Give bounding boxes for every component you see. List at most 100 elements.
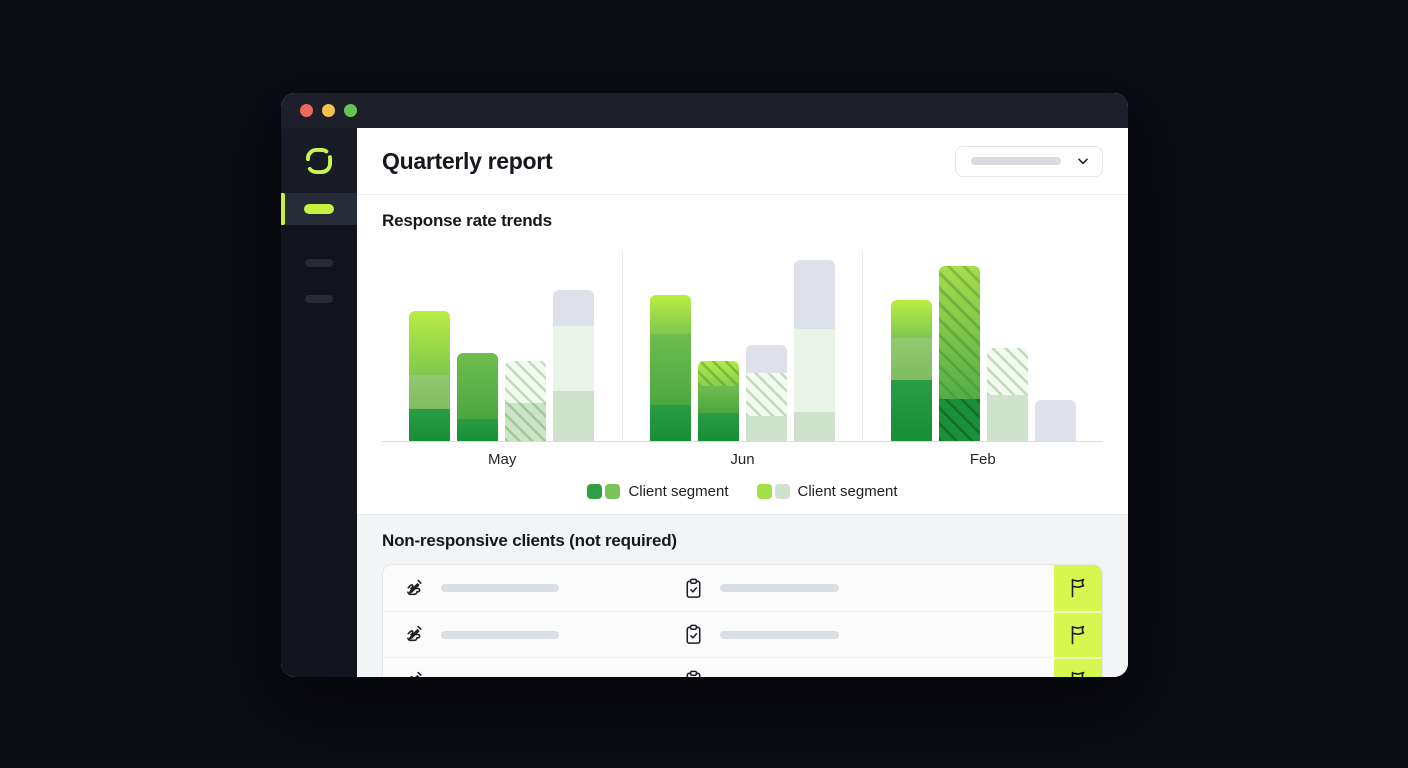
signature-icon (401, 576, 426, 601)
signature-icon (401, 622, 426, 647)
client-row[interactable] (383, 565, 1102, 611)
bar-segment (794, 260, 835, 329)
bar-segment (650, 295, 691, 334)
client-name-skeleton (441, 630, 559, 639)
bar-segment (890, 338, 932, 380)
bar-segment (553, 391, 595, 441)
sidebar-item-2[interactable] (281, 249, 357, 277)
stacked-bar (409, 311, 451, 441)
clipboard-check-icon (682, 577, 705, 600)
bar-segment (505, 403, 547, 441)
minimize-window-button[interactable] (322, 104, 335, 117)
bar-segment (650, 405, 691, 441)
stacked-bar (986, 348, 1028, 441)
bar-segment (698, 386, 739, 413)
legend-label: Client segment (797, 483, 898, 500)
bar-segment (986, 348, 1028, 395)
section-title-nonresponsive: Non-responsive clients (not required) (382, 531, 677, 550)
stacked-bar (457, 353, 499, 441)
bar-segment (890, 380, 932, 441)
bar-segment (553, 290, 595, 326)
report-period-select[interactable] (955, 145, 1103, 177)
flag-button[interactable] (1054, 565, 1102, 611)
legend-item: Client segment (587, 483, 729, 500)
bar-segment (505, 361, 547, 403)
legend-swatch (605, 484, 621, 499)
window-titlebar (281, 93, 1128, 128)
stacked-bar (746, 345, 787, 441)
logo-icon (305, 147, 333, 174)
bar-segment (553, 326, 595, 391)
bar-segment (794, 412, 835, 441)
x-axis-label: Feb (969, 451, 996, 468)
client-name-skeleton (441, 676, 559, 677)
stacked-bar (553, 290, 595, 441)
sidebar-item-label-skeleton (305, 259, 333, 267)
x-axis-label: May (487, 451, 517, 468)
response-rate-trends-section: Response rate trends May Jun Feb Client se… (357, 195, 1128, 514)
client-status-skeleton (720, 584, 839, 592)
bar-segment (698, 361, 739, 386)
clipboard-check-icon (682, 623, 705, 646)
legend-item: Client segment (756, 483, 898, 500)
client-row[interactable] (383, 657, 1102, 677)
clipboard-check-icon (682, 669, 705, 677)
legend-swatch (774, 484, 790, 499)
flag-icon (1071, 671, 1085, 677)
bar-segment (890, 300, 932, 338)
bar-segment (409, 375, 451, 409)
sidebar-item-label-skeleton (305, 295, 333, 303)
bar-segment (409, 311, 451, 375)
stacked-bar (1034, 400, 1076, 441)
bar-group-may (382, 251, 622, 441)
bar-segment (409, 409, 451, 441)
sidebar-item-3[interactable] (281, 285, 357, 313)
sidebar (281, 128, 357, 677)
bar-segment (938, 266, 980, 399)
bar-segment (650, 334, 691, 405)
bar-segment (1034, 400, 1076, 441)
bar-chart (382, 251, 1103, 442)
stacked-bar (938, 266, 980, 441)
section-title-trends: Response rate trends (382, 211, 552, 230)
select-value-skeleton (971, 157, 1061, 165)
stacked-bar (794, 260, 835, 441)
bar-segment (457, 419, 499, 441)
flag-icon (1071, 625, 1085, 644)
bar-group-jun (621, 251, 863, 441)
flag-button[interactable] (1054, 612, 1102, 657)
bar-segment (938, 399, 980, 441)
sidebar-gap (281, 225, 357, 241)
app-window: Quarterly report Response rate trends Ma… (281, 93, 1128, 677)
bar-segment (794, 329, 835, 412)
client-row[interactable] (383, 611, 1102, 657)
bar-segment (746, 373, 787, 416)
bar-segment (746, 345, 787, 373)
main-content: Quarterly report Response rate trends Ma… (357, 128, 1128, 677)
sidebar-item-1[interactable] (281, 193, 357, 225)
legend-swatches (587, 484, 621, 499)
flag-icon (1071, 578, 1085, 598)
client-status-skeleton (720, 630, 839, 639)
stacked-bar (505, 361, 547, 441)
clients-list (382, 564, 1103, 677)
legend-swatch (587, 484, 603, 499)
sidebar-nav (281, 193, 357, 313)
page-header: Quarterly report (357, 128, 1128, 195)
zoom-window-button[interactable] (344, 104, 357, 117)
chart-legend: Client segment Client segment (382, 483, 1103, 514)
close-window-button[interactable] (300, 104, 313, 117)
client-name-skeleton (441, 584, 559, 592)
x-axis-label: Jun (730, 451, 755, 468)
flag-button[interactable] (1054, 658, 1102, 677)
chevron-down-icon (1078, 158, 1088, 165)
stacked-bar (650, 295, 691, 441)
app-logo[interactable] (281, 128, 357, 193)
bar-segment (746, 416, 787, 441)
bar-segment (457, 353, 499, 419)
client-status-skeleton (720, 676, 839, 677)
bar-segment (986, 395, 1028, 441)
sidebar-item-label-skeleton (304, 204, 334, 214)
bar-segment (698, 413, 739, 441)
chart-x-axis: May Jun Feb (382, 451, 1103, 468)
